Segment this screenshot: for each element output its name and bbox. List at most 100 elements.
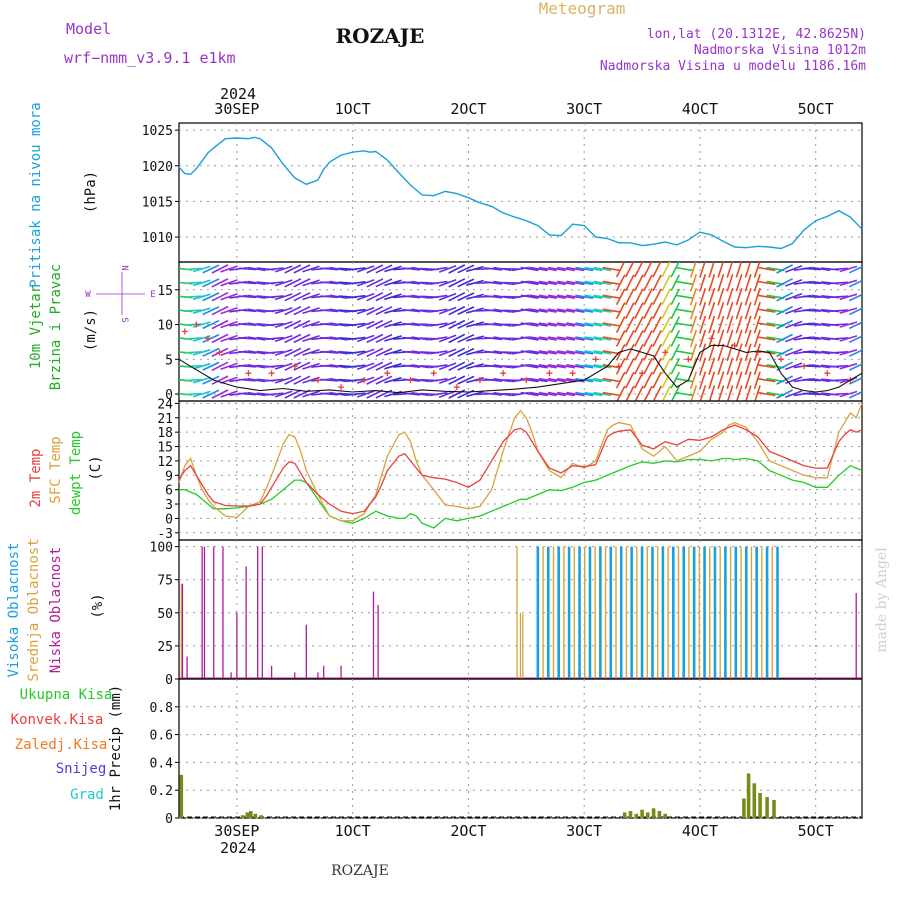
wind-barb bbox=[735, 385, 743, 401]
pressure-panel: Pritisak na nivou mora (hPa) 1010 1015 102… bbox=[28, 102, 863, 288]
wind-barb bbox=[699, 329, 707, 348]
wind-barb bbox=[699, 343, 707, 362]
wind-barb bbox=[839, 307, 858, 314]
wind-barb bbox=[538, 350, 557, 355]
wind-barb bbox=[247, 308, 266, 313]
wind-barb bbox=[329, 322, 348, 327]
wind-barb bbox=[848, 391, 862, 399]
wind-barb bbox=[735, 287, 743, 306]
wind-barb bbox=[366, 361, 384, 371]
wind-barb bbox=[689, 262, 697, 278]
wind-barb bbox=[675, 266, 694, 272]
legend-konvek: Konvek.Kisa bbox=[11, 712, 104, 728]
wind-barb bbox=[429, 364, 448, 369]
precip-frame bbox=[178, 678, 863, 819]
wind-gust-mark bbox=[500, 370, 507, 377]
wind-barb bbox=[757, 266, 776, 272]
wind-barb bbox=[675, 350, 694, 355]
precip-bar bbox=[742, 798, 746, 818]
temp-ytick-label: 24 bbox=[157, 397, 173, 412]
wind-barb bbox=[615, 330, 626, 347]
wind-barb bbox=[584, 308, 603, 313]
wind-barb bbox=[584, 350, 603, 355]
wind-barb bbox=[211, 278, 229, 288]
wind-barb bbox=[429, 322, 448, 327]
wind-barb bbox=[448, 333, 466, 344]
top-date-label: 5OCT bbox=[798, 100, 834, 118]
wind-gust-mark bbox=[662, 349, 669, 356]
wind-barb bbox=[329, 350, 348, 355]
wind-barb bbox=[785, 306, 803, 315]
temp-ytick-label: 21 bbox=[157, 412, 173, 427]
wind-barb bbox=[575, 350, 594, 355]
wind-barb bbox=[556, 266, 576, 272]
wind-barb bbox=[356, 320, 375, 329]
wind-barb bbox=[661, 288, 672, 306]
wind-barb bbox=[811, 266, 831, 272]
wind-barb bbox=[302, 265, 320, 273]
wind-barb bbox=[274, 321, 293, 329]
wind-gust-mark bbox=[546, 370, 553, 377]
wind-barb bbox=[448, 319, 466, 330]
pressure-ytick-label: 1020 bbox=[142, 160, 173, 175]
wind-barb bbox=[202, 347, 220, 357]
wind-barb bbox=[593, 336, 612, 341]
wind-barb bbox=[830, 392, 849, 396]
precip-bar bbox=[628, 811, 633, 818]
wind-barb bbox=[320, 336, 339, 340]
wind-barb bbox=[675, 364, 694, 369]
wind-barb bbox=[643, 371, 653, 389]
wind-barb bbox=[848, 321, 862, 330]
wind-barb bbox=[448, 291, 466, 302]
wind-barb bbox=[757, 336, 776, 341]
wind-barb bbox=[547, 350, 566, 355]
wind-barb bbox=[529, 280, 548, 286]
wind-barb bbox=[457, 264, 475, 274]
year-bottom: 2024 bbox=[220, 839, 256, 857]
wind-gust-mark bbox=[615, 363, 622, 370]
pressure-ylabel: Pritisak na nivou mora bbox=[28, 102, 44, 287]
wind-barb bbox=[593, 322, 612, 327]
wind-barb bbox=[238, 267, 257, 271]
wind-barb bbox=[624, 357, 635, 375]
wind-barb bbox=[566, 294, 585, 299]
wind-barb bbox=[575, 336, 594, 341]
wind-barb bbox=[689, 287, 698, 306]
wind-barb bbox=[320, 350, 339, 354]
temp-ylabel-3: dewpt Temp bbox=[68, 431, 84, 515]
wind-barb bbox=[735, 301, 743, 320]
cloud-ylabel-1: Visoka Oblacnost bbox=[6, 543, 22, 678]
wind-barb bbox=[717, 357, 725, 376]
wind-barb bbox=[466, 377, 484, 384]
wind-barb bbox=[457, 292, 475, 302]
wind-barb bbox=[643, 330, 653, 347]
wind-barb bbox=[411, 266, 430, 272]
wind-barb bbox=[347, 308, 366, 313]
wind-barb bbox=[202, 375, 220, 385]
wind-barb bbox=[265, 309, 284, 313]
wind-gust-mark bbox=[592, 356, 599, 363]
precip-bar bbox=[746, 773, 751, 818]
wind-barb bbox=[411, 378, 430, 383]
wind-barb bbox=[366, 292, 384, 302]
wind-barb bbox=[320, 323, 339, 327]
wind-barb bbox=[411, 294, 430, 299]
wind-barb bbox=[839, 265, 858, 273]
wind-barb bbox=[566, 350, 585, 355]
wind-barb bbox=[675, 294, 694, 299]
wind-barb bbox=[556, 294, 576, 299]
wind-gust-mark bbox=[314, 377, 321, 384]
wind-barb bbox=[402, 267, 421, 271]
wind-barb bbox=[320, 392, 339, 396]
wind-barb bbox=[785, 278, 803, 287]
wind-barb bbox=[411, 364, 430, 369]
wind-barb bbox=[274, 307, 293, 315]
wind-barb bbox=[247, 377, 266, 383]
wind-barb bbox=[593, 364, 612, 369]
compass-n: N bbox=[119, 265, 129, 270]
wind-barb bbox=[726, 262, 734, 278]
wind-barb bbox=[466, 363, 484, 370]
temp-unit: (C) bbox=[88, 455, 104, 480]
wind-barb bbox=[848, 265, 862, 274]
